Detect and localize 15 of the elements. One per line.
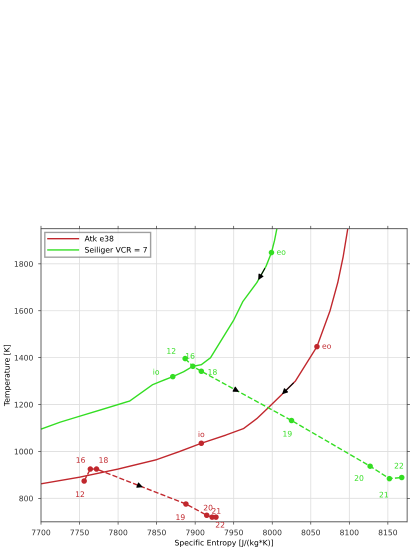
point bbox=[288, 418, 294, 424]
point bbox=[314, 344, 320, 350]
point bbox=[386, 476, 392, 482]
point bbox=[204, 512, 210, 518]
point bbox=[94, 466, 100, 472]
point bbox=[170, 374, 176, 380]
point bbox=[198, 368, 204, 374]
point bbox=[88, 466, 94, 472]
point bbox=[81, 478, 87, 484]
point bbox=[398, 474, 405, 480]
point bbox=[367, 463, 373, 469]
point bbox=[198, 440, 204, 446]
point bbox=[268, 250, 274, 256]
point bbox=[183, 501, 189, 507]
point bbox=[190, 364, 196, 370]
